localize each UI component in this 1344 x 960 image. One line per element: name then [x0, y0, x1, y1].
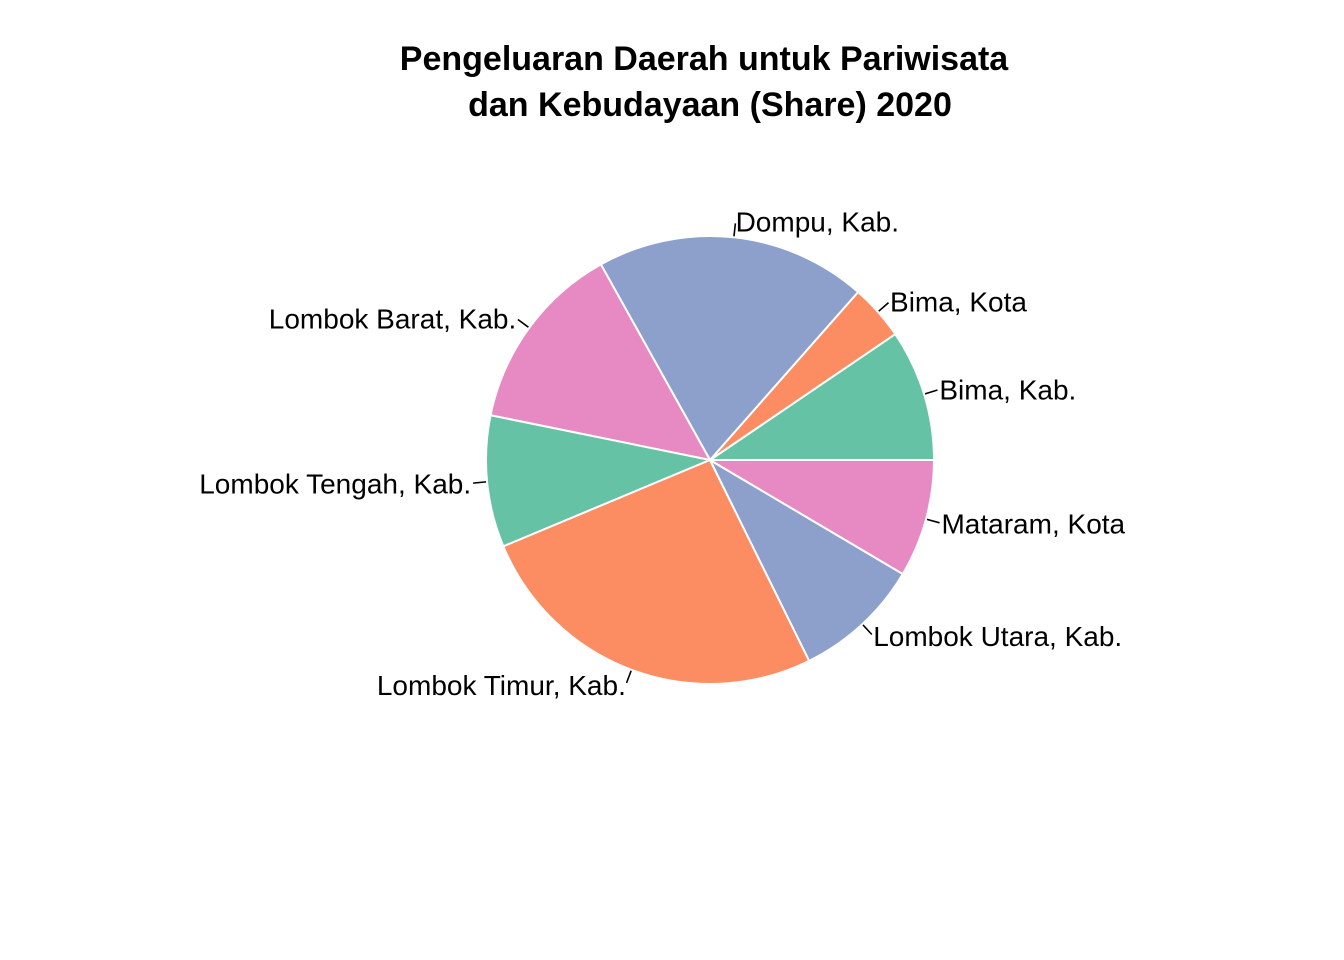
chart-title: Pengeluaran Daerah untuk Pariwisata: [400, 40, 1010, 78]
pie-slice-lombok-barat-kab: [489, 263, 712, 462]
label-leader-lombok-tengah-kab: [473, 481, 487, 484]
slice-label-dompu-kab: Dompu, Kab.: [736, 206, 899, 237]
pie-slice-lombok-timur-kab: [502, 458, 811, 685]
label-leader-bima-kab: [924, 389, 938, 395]
pie-slice-dompu-kab: [599, 235, 860, 462]
slice-label-lombok-tengah-kab: Lombok Tengah, Kab.: [199, 468, 471, 499]
slice-label-lombok-timur-kab: Lombok Timur, Kab.: [377, 670, 626, 701]
slice-label-lombok-utara-kab: Lombok Utara, Kab.: [873, 621, 1122, 652]
pie-slice-bima-kab: [706, 332, 936, 461]
label-leader-dompu-kab: [733, 223, 737, 237]
pie-slice-lombok-tengah-kab: [485, 414, 714, 548]
label-leader-lombok-barat-kab: [517, 318, 529, 328]
slice-label-bima-kota: Bima, Kota: [890, 286, 1027, 317]
chart-subtitle: dan Kebudayaan (Share) 2020: [468, 86, 952, 124]
slice-label-mataram-kota: Mataram, Kota: [941, 508, 1125, 539]
pie-slices: [485, 235, 936, 685]
label-leader-mataram-kota: [926, 518, 940, 524]
slice-label-bima-kab: Bima, Kab.: [939, 374, 1076, 405]
label-leader-lombok-timur-kab: [625, 670, 632, 684]
pie-labels: Bima, Kab. Bima, Kota Dompu, Kab. Lombok Ba…: [199, 206, 1125, 700]
pie-slice-lombok-utara-kab: [707, 457, 905, 663]
label-leader-bima-kota: [878, 302, 890, 312]
label-leader-lombok-utara-kab: [862, 624, 873, 636]
pie-slice-mataram-kota: [706, 459, 936, 576]
slice-label-lombok-barat-kab: Lombok Barat, Kab.: [269, 303, 516, 334]
